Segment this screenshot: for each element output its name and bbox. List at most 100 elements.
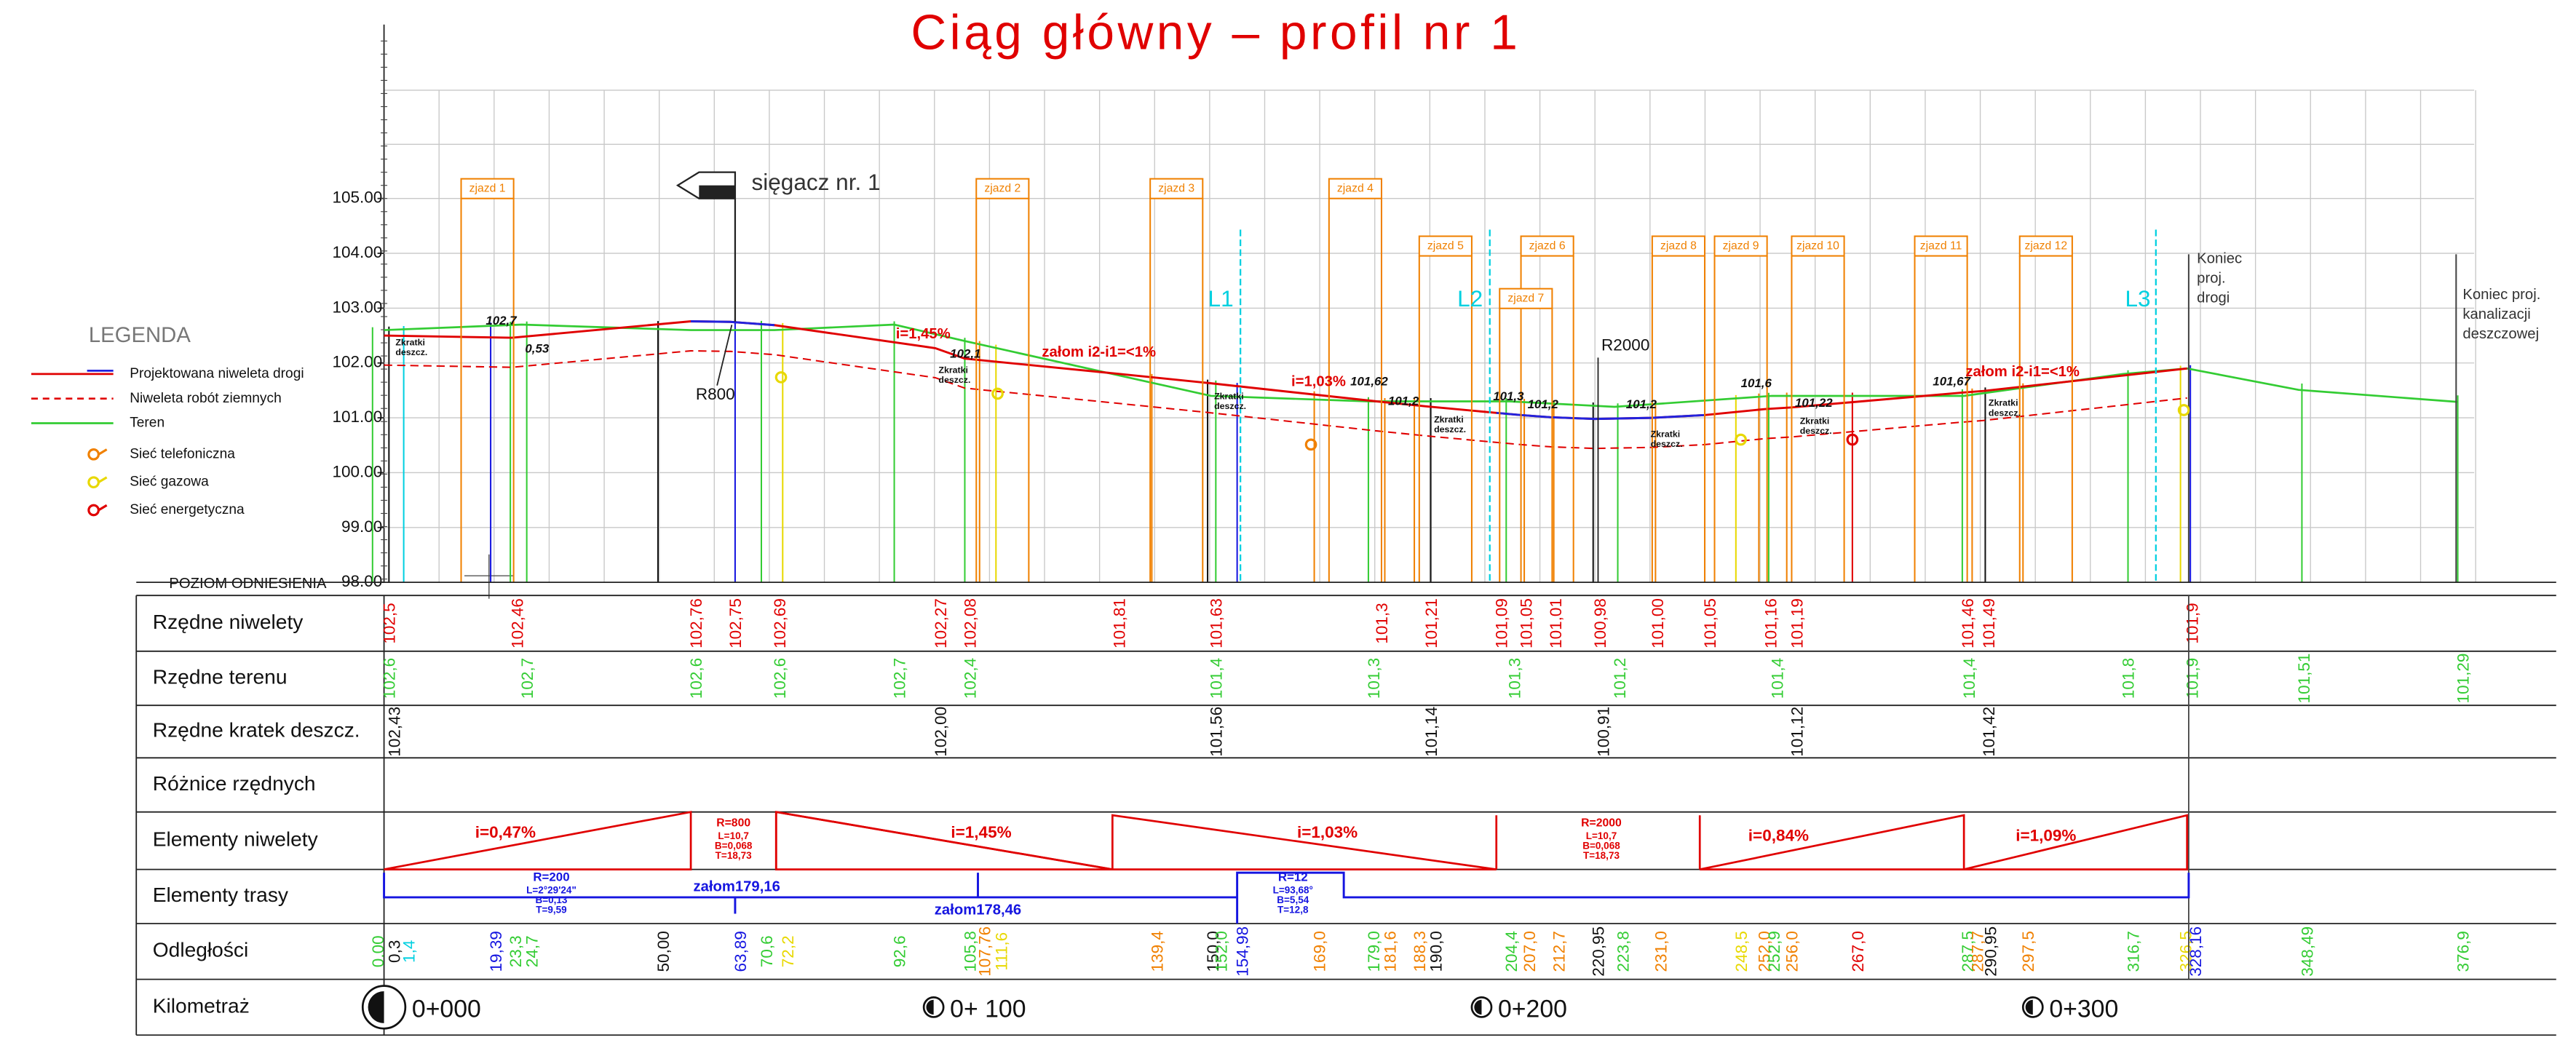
row-value: 102,4 xyxy=(961,658,979,699)
row-value: 101,4 xyxy=(1960,658,1978,699)
row-value: 101,49 xyxy=(1980,598,1998,648)
curve-line xyxy=(717,325,732,385)
row-value: 101,05 xyxy=(1518,598,1536,648)
row-header: Rzędne terenu xyxy=(153,664,288,688)
row-value: 101,12 xyxy=(1788,707,1806,757)
route-element-label: załom179,16 xyxy=(693,879,780,895)
level-label: 0,53 xyxy=(525,342,549,356)
legend-item: Projektowana niweleta drogi xyxy=(130,366,304,381)
drain-label: deszcz. xyxy=(1651,439,1683,449)
legend-item: Sieć telefoniczna xyxy=(130,446,235,461)
row-value: 101,56 xyxy=(1208,707,1226,757)
row-value: 139,4 xyxy=(1148,931,1166,972)
gradient-element-label: R=800 xyxy=(716,817,750,830)
legend-item: Sieć energetyczna xyxy=(130,502,245,517)
row-value: 0.00 xyxy=(369,935,387,967)
drain-label: deszcz. xyxy=(1434,424,1466,434)
row-value: 101,01 xyxy=(1547,598,1565,648)
row-value: 376,9 xyxy=(2454,931,2473,972)
utility-symbol xyxy=(776,373,786,383)
row-value: 63,89 xyxy=(732,931,750,972)
drain-label: deszcz. xyxy=(1800,426,1832,436)
row-value: 107,76 xyxy=(976,926,994,977)
row-value: 102,00 xyxy=(932,707,950,757)
row-header: Kilometraż xyxy=(153,993,250,1017)
drain-label: Zkratki xyxy=(1800,416,1830,426)
row-value: 101,2 xyxy=(1611,658,1629,699)
route-element-label: załom178,46 xyxy=(935,902,1021,918)
row-value: 297,5 xyxy=(2019,931,2037,972)
y-tick-label: 100.00 xyxy=(332,462,382,480)
route-element-label: R=200 xyxy=(533,870,569,884)
drain-label: Zkratki xyxy=(1989,398,2018,408)
legend-title: LEGENDA xyxy=(89,323,191,347)
gradient-element-label: i=1,03% xyxy=(1297,823,1358,841)
row-value: 100,91 xyxy=(1594,707,1612,757)
drain-label: Zkratki xyxy=(938,365,968,376)
legend-symbol xyxy=(89,450,99,460)
y-tick-label: 103.00 xyxy=(332,298,382,316)
legend-item: Teren xyxy=(130,416,165,431)
row-value: 181,6 xyxy=(1381,931,1399,972)
row-value: 19,39 xyxy=(487,931,505,972)
row-value: 102,69 xyxy=(771,598,789,648)
gradient-element-label: i=0,47% xyxy=(475,823,536,841)
row-value: 256,0 xyxy=(1783,931,1802,972)
datum-label: POZIOM ODNIESIENIA xyxy=(169,576,327,592)
row-value: 328,16 xyxy=(2187,926,2205,977)
driveway-label: zjazd 3 xyxy=(1158,182,1194,194)
driveway-label: zjazd 2 xyxy=(984,182,1021,194)
row-value: 102,46 xyxy=(508,598,526,648)
row-header: Rzędne kratek deszcz. xyxy=(153,718,360,742)
driveway-label: zjazd 8 xyxy=(1660,239,1697,252)
utility-symbol xyxy=(993,389,1003,399)
level-label: 102,1 xyxy=(950,346,980,360)
row-value: 101,19 xyxy=(1788,598,1806,648)
level-label: 102,7 xyxy=(486,314,518,328)
end-label: Koniec proj. xyxy=(2462,287,2540,303)
curve-label: R2000 xyxy=(1601,336,1649,354)
driveway-label: zjazd 7 xyxy=(1507,292,1544,304)
row-value: 24,7 xyxy=(523,935,542,967)
driveway-label: zjazd 6 xyxy=(1529,239,1566,252)
end-label: Koniec xyxy=(2197,250,2242,266)
branch-label: sięgacz nr. 1 xyxy=(751,169,880,195)
row-value: 102,7 xyxy=(518,658,536,699)
row-value: 102,6 xyxy=(771,658,789,699)
row-value: 101,4 xyxy=(1208,658,1226,699)
y-tick-label: 98.00 xyxy=(341,572,382,590)
chainage-label: 0+ 100 xyxy=(950,995,1026,1023)
row-header: Elementy trasy xyxy=(153,883,289,906)
row-value: 102,08 xyxy=(961,598,979,648)
driveway-label: zjazd 10 xyxy=(1796,239,1839,252)
legend-item: Sieć gazowa xyxy=(130,475,209,490)
row-header: Odległości xyxy=(153,938,248,961)
y-tick-label: 102.00 xyxy=(332,353,382,371)
row-value: 316,7 xyxy=(2124,931,2142,972)
row-value: 101,00 xyxy=(1649,598,1667,648)
row-value: 101,9 xyxy=(2184,658,2202,699)
row-value: 348,49 xyxy=(2298,926,2316,977)
section-label: L1 xyxy=(1208,285,1234,311)
row-header: Elementy niwelety xyxy=(153,827,319,851)
row-value: 101,05 xyxy=(1701,598,1719,648)
row-value: 101,16 xyxy=(1761,598,1780,648)
legend-symbol xyxy=(89,505,99,515)
row-value: 101,4 xyxy=(1768,658,1786,699)
gradient-element xyxy=(776,812,1112,870)
drain-label: Zkratki xyxy=(1434,414,1464,424)
level-label: 101,3 xyxy=(1493,389,1524,403)
gradient-element-label: T=18,73 xyxy=(1583,850,1620,861)
row-value: 101,3 xyxy=(1506,658,1524,699)
row-value: 207,0 xyxy=(1521,931,1539,972)
row-value: 101,09 xyxy=(1493,598,1511,648)
earthwork-line xyxy=(384,351,2187,448)
row-value: 212,7 xyxy=(1550,931,1569,972)
drain-label: Zkratki xyxy=(1214,392,1244,402)
legend-symbol xyxy=(98,505,106,510)
row-value: 101,42 xyxy=(1980,707,1998,757)
legend-symbol xyxy=(98,477,106,483)
legend-item: Niweleta robót ziemnych xyxy=(130,391,282,406)
row-value: 101,9 xyxy=(2184,603,2202,643)
level-label: 101,22 xyxy=(1795,396,1833,410)
